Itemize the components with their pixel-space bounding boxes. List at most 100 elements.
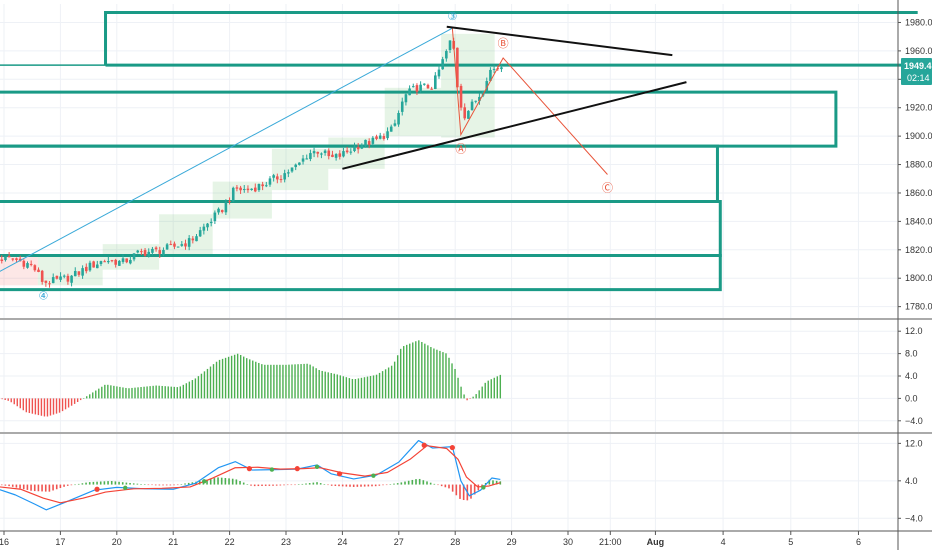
candle-down: [40, 270, 44, 282]
oscillator-bar-positive: [239, 354, 242, 399]
time-axis-tick-label: 4: [721, 537, 726, 547]
macd-hist-bar-positive: [246, 484, 249, 485]
oscillator-bar-negative: [64, 398, 67, 410]
macd-hist-bar-negative: [55, 484, 58, 490]
oscillator-bar-positive: [336, 374, 338, 399]
oscillator-bar-positive: [143, 386, 145, 399]
candle-up: [470, 101, 474, 111]
oscillator-bar-positive: [137, 387, 139, 399]
oscillator-bar-positive: [113, 385, 115, 399]
oscillator-bar-positive: [155, 385, 157, 399]
candle-up: [312, 151, 316, 154]
oscillator-bar-positive: [206, 368, 209, 399]
macd-hist-bar-negative: [382, 484, 384, 486]
macd-hist-bar-negative: [440, 484, 443, 487]
oscillator-bar-positive: [224, 357, 227, 399]
macd-hist-bar-negative: [44, 484, 47, 492]
oscillator-bar-positive: [215, 361, 218, 399]
oscillator-bar-positive: [264, 364, 266, 399]
macd-hist-bar-negative: [345, 484, 348, 487]
macd-hist-bar-positive: [389, 484, 392, 485]
macd-hist-bar-positive: [121, 482, 124, 485]
triangle-trend-lines[interactable]: [342, 25, 687, 170]
oscillator-bar-positive: [176, 387, 178, 399]
trend-line: [342, 81, 687, 170]
oscillator-bar-positive: [294, 364, 296, 399]
price-zones[interactable]: [0, 11, 918, 292]
macd-hist-bar-positive: [220, 477, 223, 485]
oscillator-bar-negative: [16, 398, 18, 407]
macd-hist-bar-negative: [455, 484, 458, 496]
candle-up: [492, 68, 496, 70]
macd-hist-bar-negative: [70, 484, 73, 486]
macd-hist-bar-negative: [448, 484, 450, 489]
oscillator-bar-positive: [484, 382, 486, 399]
macd-hist-bar-positive: [305, 483, 307, 485]
oscillator-bar-positive: [276, 364, 278, 399]
range-box: [271, 148, 329, 191]
oscillator-bar-positive: [372, 375, 375, 399]
elliott-wave-lines[interactable]: [0, 27, 608, 278]
candle-up: [485, 81, 489, 91]
candle-up: [298, 162, 301, 165]
candle-down: [173, 243, 176, 247]
oscillator-bar-positive: [318, 370, 320, 399]
candle-up: [448, 40, 452, 51]
macd-hist-bar-positive: [206, 479, 208, 485]
oscillator-bar-positive: [92, 392, 94, 399]
price-axis-tick-label: 1900.0: [905, 131, 932, 141]
macd-hist-bar-positive: [224, 478, 227, 485]
oscillator-bar-positive: [351, 378, 354, 399]
candle-down: [11, 258, 15, 260]
oscillator-bar-negative: [7, 398, 9, 401]
time-axis[interactable]: 16 17 20 21 22 23 24 27 28 29 30 21:00 Aug 4 5 6: [0, 531, 861, 547]
candle-down: [459, 85, 463, 108]
oscillator-bar-positive: [209, 366, 212, 399]
oscillator-bar-positive: [327, 372, 329, 399]
candle-up: [70, 275, 73, 283]
candle-up: [400, 101, 404, 112]
oscillator-bar-positive: [252, 360, 254, 399]
oscillator-bar-positive: [110, 385, 112, 399]
macd-hist-bar-negative: [253, 484, 256, 487]
candle-down: [430, 88, 433, 90]
oscillator-bar-positive: [82, 398, 85, 399]
candle-up: [73, 270, 77, 277]
oscillator-bar-negative: [67, 398, 70, 408]
macd-hist-bar-negative: [37, 484, 40, 492]
candle-up: [165, 244, 169, 250]
candle-down: [228, 200, 231, 202]
oscillator-bar-positive: [412, 342, 414, 399]
candle-up: [290, 167, 294, 172]
candle-up: [180, 244, 184, 246]
candle-down: [253, 187, 257, 192]
macd-hist-bar-negative: [356, 484, 359, 487]
price-axis-tick-label: 1800.0: [905, 273, 932, 283]
oscillator-bar-positive: [369, 376, 372, 399]
wave-label: Ⓒ: [602, 181, 613, 194]
oscillator-bar-positive: [409, 343, 411, 399]
oscillator-bar-positive: [487, 380, 489, 399]
candle-up: [422, 83, 426, 85]
oscillator-bar-negative: [76, 398, 79, 402]
oscillator-bar-positive: [342, 376, 345, 399]
candle-down: [184, 243, 187, 247]
oscillator-bar-negative: [1, 398, 3, 400]
price-axis-tick-label: 1860.0: [905, 188, 932, 198]
candle-up: [342, 151, 345, 157]
candle-down: [327, 150, 331, 157]
candle-up: [474, 100, 478, 102]
candle-down: [0, 259, 4, 262]
oscillator-bar-positive: [146, 386, 148, 399]
macd-hist-bar-negative: [59, 484, 62, 489]
macd-hist-bar-negative: [250, 484, 252, 486]
candle-up: [242, 189, 246, 191]
macd-hist-bar-negative: [41, 484, 43, 492]
macd-hist-bar-negative: [444, 484, 447, 488]
candle-down: [338, 153, 342, 157]
candle-up: [198, 230, 202, 237]
oscillator-bar-positive: [185, 383, 188, 399]
oscillator-bar-positive: [324, 371, 326, 399]
